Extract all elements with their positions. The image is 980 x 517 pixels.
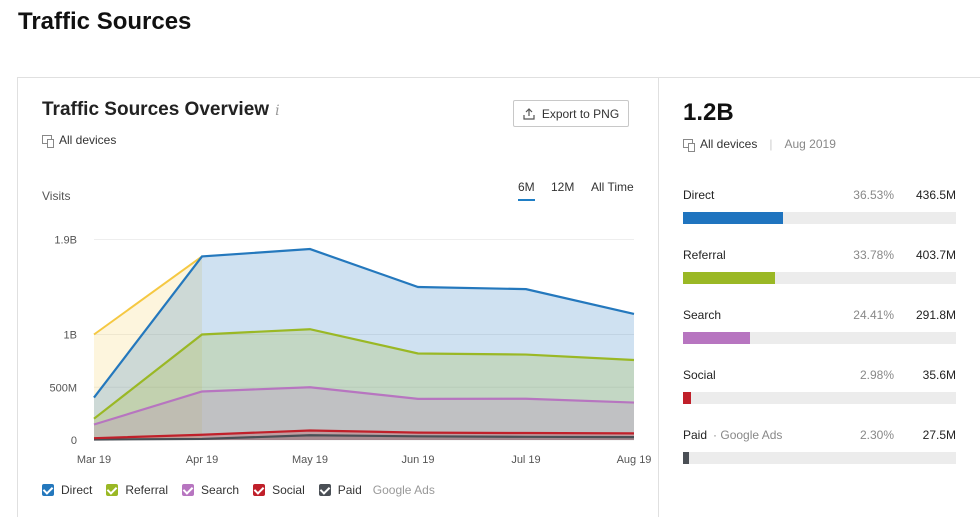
- checkbox-social[interactable]: [253, 484, 266, 496]
- legend-label: Direct: [61, 483, 93, 497]
- source-bar: [683, 332, 750, 344]
- legend-item-referral[interactable]: Referral: [106, 483, 168, 497]
- export-icon: [523, 107, 535, 120]
- source-value: 403.7M: [915, 248, 956, 262]
- summary-devices-label: All devices: [700, 137, 758, 151]
- source-row-direct: Direct 36.53% 436.5M: [683, 187, 956, 224]
- devices-icon: [42, 134, 54, 148]
- legend-label: Referral: [125, 483, 169, 497]
- devices-icon: [683, 138, 695, 152]
- source-row-paid: Paid · Google Ads 2.30% 27.5M: [683, 427, 956, 464]
- x-tick-label: Mar 19: [77, 454, 111, 466]
- area-direct: [94, 249, 634, 440]
- partial-area: [94, 256, 202, 440]
- y-axis-label: Visits: [42, 189, 71, 203]
- export-png-button[interactable]: Export to PNG: [513, 100, 629, 127]
- checkbox-search[interactable]: [182, 484, 195, 496]
- checkbox-paid[interactable]: [318, 484, 331, 496]
- source-label: Search: [683, 308, 722, 322]
- source-sublabel-text: Google Ads: [720, 428, 783, 442]
- y-tick-label: 1B: [64, 330, 77, 342]
- source-bar-track: [683, 332, 956, 344]
- area-search: [94, 387, 634, 440]
- x-tick-label: Aug 19: [617, 454, 652, 466]
- source-pct: 33.78%: [853, 248, 894, 262]
- source-label: Paid: [683, 428, 708, 442]
- source-pct: 2.98%: [859, 368, 894, 382]
- source-row-social: Social 2.98% 35.6M: [683, 367, 956, 404]
- legend-item-search[interactable]: Search: [182, 483, 239, 497]
- source-bar-track: [683, 392, 956, 404]
- source-value: 27.5M: [922, 428, 956, 442]
- source-sublabel: · Google Ads: [713, 428, 783, 442]
- source-bar: [683, 452, 690, 464]
- x-tick-label: Jun 19: [401, 454, 434, 466]
- source-label: Social: [683, 368, 716, 382]
- source-bar-track: [683, 452, 956, 464]
- chart-legend: Direct Referral Search Social Paid Googl…: [42, 483, 435, 497]
- summary-devices: All devices | Aug 2019: [683, 137, 836, 152]
- legend-item-paid[interactable]: Paid Google Ads: [318, 483, 435, 497]
- summary-date: Aug 2019: [784, 137, 836, 151]
- info-icon[interactable]: i: [275, 103, 280, 119]
- area-referral: [94, 329, 634, 440]
- legend-item-social[interactable]: Social: [253, 483, 305, 497]
- source-row-search: Search 24.41% 291.8M: [683, 307, 956, 344]
- checkbox-direct[interactable]: [42, 484, 54, 496]
- card-title-text: Traffic Sources Overview: [42, 99, 270, 120]
- source-pct: 36.53%: [853, 188, 894, 202]
- line-social: [93, 429, 635, 440]
- devices-label: All devices: [59, 133, 117, 147]
- x-tick-label: Jul 19: [511, 454, 540, 466]
- legend-sublabel: Google Ads: [372, 483, 435, 497]
- source-value: 291.8M: [915, 308, 956, 322]
- x-tick-label: May 19: [292, 454, 328, 466]
- page-title: Traffic Sources: [18, 8, 192, 35]
- source-pct: 2.30%: [859, 428, 894, 442]
- card-title: Traffic Sources Overview i: [42, 99, 280, 121]
- separator: |: [769, 137, 773, 151]
- x-tick-label: Apr 19: [186, 454, 218, 466]
- source-label: Referral: [683, 248, 726, 262]
- range-6m[interactable]: 6M: [518, 180, 535, 201]
- source-pct: 24.41%: [853, 308, 894, 322]
- source-bar: [683, 272, 776, 284]
- source-row-referral: Referral 33.78% 403.7M: [683, 247, 956, 284]
- partial-line: [93, 255, 203, 336]
- range-12m[interactable]: 12M: [551, 180, 575, 194]
- summary-panel: 1.2B All devices | Aug 2019 Direct 36.53%…: [659, 77, 980, 517]
- legend-item-direct[interactable]: Direct: [42, 483, 92, 497]
- total-visits: 1.2B: [683, 99, 734, 126]
- source-bar: [683, 392, 692, 404]
- range-all-time[interactable]: All Time: [591, 180, 634, 194]
- legend-label: Search: [201, 483, 240, 497]
- export-label: Export to PNG: [541, 106, 620, 121]
- y-tick-label: 500M: [49, 382, 77, 394]
- traffic-sources-overview-card: Traffic Sources Overview i All devices Ex…: [17, 77, 659, 517]
- source-value: 35.6M: [922, 368, 956, 382]
- line-paid: [93, 434, 635, 441]
- source-label-group: Paid · Google Ads: [683, 428, 834, 442]
- source-label: Direct: [683, 188, 715, 202]
- y-tick-label: 0: [71, 435, 77, 447]
- legend-label: Social: [272, 483, 305, 497]
- legend-label: Paid: [337, 483, 362, 497]
- source-bar-track: [683, 212, 956, 224]
- y-tick-label: 1.9B: [54, 235, 77, 247]
- line-search: [93, 386, 635, 426]
- line-direct: [93, 247, 635, 399]
- source-bar-track: [683, 272, 956, 284]
- source-value: 436.5M: [915, 188, 956, 202]
- devices-filter[interactable]: All devices: [42, 133, 117, 148]
- source-bar: [683, 212, 783, 224]
- line-referral: [93, 328, 635, 420]
- checkbox-referral[interactable]: [106, 484, 119, 496]
